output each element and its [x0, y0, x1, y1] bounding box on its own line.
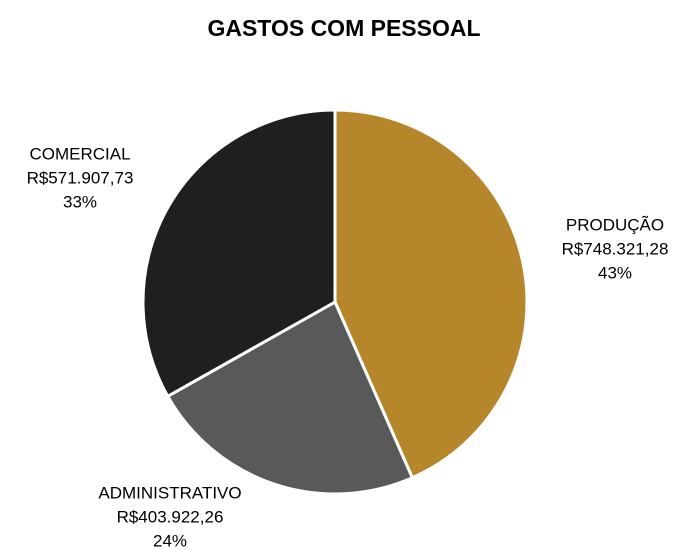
value-label: R$571.907,73 — [27, 168, 134, 187]
slice-label: ADMINISTRATIVO — [98, 483, 241, 502]
chart-title: GASTOS COM PESSOAL — [207, 15, 480, 41]
percent-label: 43% — [598, 263, 632, 282]
value-label: R$403.922,26 — [117, 507, 224, 526]
pie-slice — [141, 108, 337, 398]
value-label: R$748.321,28 — [562, 239, 669, 258]
percent-label: 24% — [153, 531, 187, 550]
slice-label: PRODUÇÃO — [566, 215, 664, 234]
pie-slice — [333, 108, 529, 480]
slice-label: COMERCIAL — [29, 144, 130, 163]
percent-label: 33% — [63, 192, 97, 211]
pie-slice — [166, 300, 414, 496]
